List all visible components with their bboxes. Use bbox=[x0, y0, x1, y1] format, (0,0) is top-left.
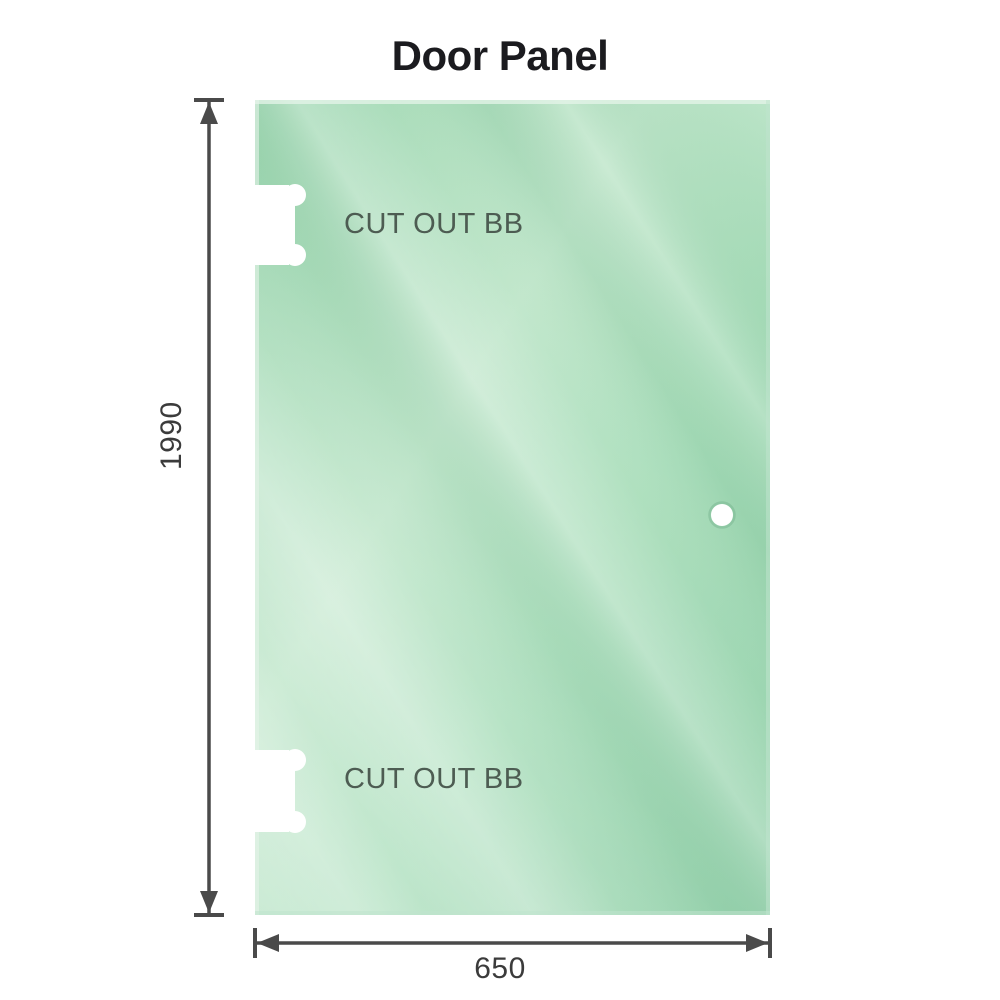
dimension-height bbox=[194, 98, 224, 917]
door-panel-glass bbox=[255, 100, 770, 915]
handle-hole-rim bbox=[708, 501, 736, 529]
cutout-label-top: CUT OUT BB bbox=[344, 208, 524, 240]
glass-body bbox=[255, 100, 770, 915]
dimension-width bbox=[253, 928, 772, 958]
dimension-width-value: 650 bbox=[474, 952, 526, 985]
cutout-label-bottom: CUT OUT BB bbox=[344, 763, 524, 795]
page-title: Door Panel bbox=[391, 32, 609, 79]
dimension-height-value: 1990 bbox=[155, 401, 188, 470]
